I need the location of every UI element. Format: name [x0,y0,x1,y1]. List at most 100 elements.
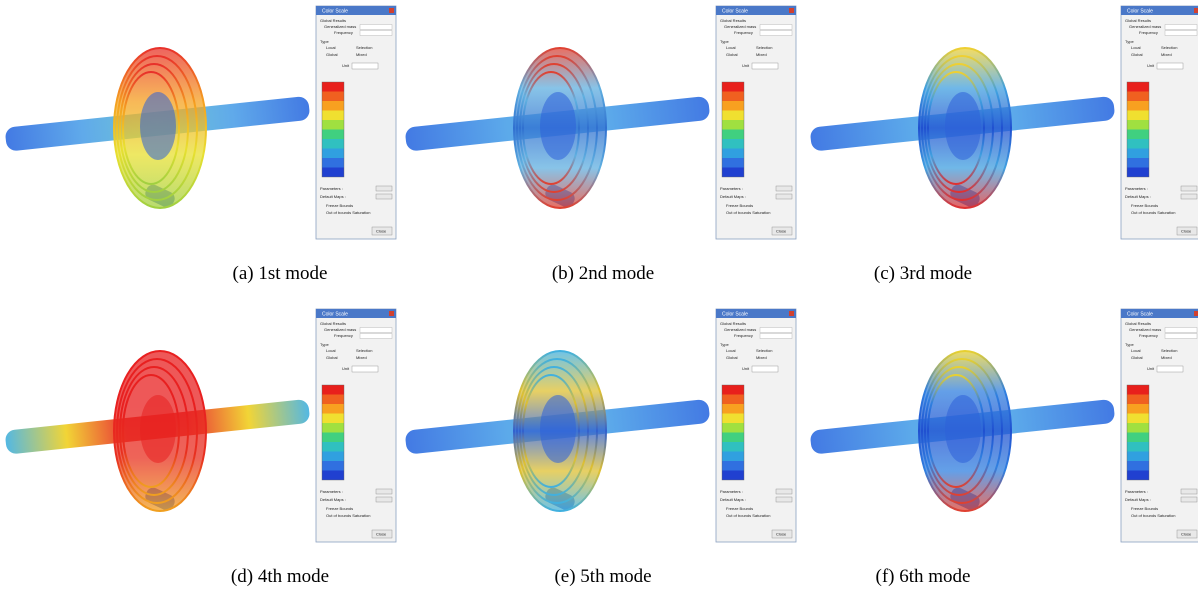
close-label: Close [1181,532,1192,537]
checkbox: Freeze Bounds [726,203,753,208]
dialog-title: Color Scale [722,9,748,15]
checkbox: Selection [756,45,772,50]
scale-band [722,168,744,178]
label: Generalized mass [324,24,356,29]
checkbox: Freeze Bounds [1131,203,1158,208]
scale-band [322,423,344,433]
scale-band [722,92,744,102]
radio: Local [726,348,736,353]
button [376,489,392,494]
caption: (a) 1st mode [233,263,328,284]
scale-band [1127,130,1149,140]
label: Parameters : [720,186,743,191]
radio: Global [326,355,338,360]
label: Unit [342,366,350,371]
scale-band [1127,385,1149,395]
label: Generalized mass [1129,24,1161,29]
close-label: Close [776,532,787,537]
scale-band [722,385,744,395]
scale-band [722,101,744,111]
dialog-close-x [789,8,794,13]
panel: Color ScaleGlobal ResultsGeneralized mas… [405,309,796,542]
label: Frequency [334,333,353,338]
label: Type [1125,342,1134,347]
scale-band [1127,111,1149,121]
caption: (d) 4th mode [231,566,329,587]
radio: Global [726,355,738,360]
disk-hub [540,92,576,160]
checkbox: Out of bounds Saturation [726,513,770,518]
scale-band [1127,82,1149,92]
scale-band [722,471,744,481]
button [1181,186,1197,191]
input [1165,31,1197,36]
dialog-close-x [389,8,394,13]
dialog-title: Color Scale [1127,312,1153,318]
scale-band [322,158,344,168]
checkbox: Mixed [356,52,367,57]
button [776,497,792,502]
render [5,351,311,513]
checkbox: Selection [1161,45,1177,50]
scale-band [722,82,744,92]
label: Unit [742,366,750,371]
label: Default Maps : [320,194,346,199]
color-scale-dialog: Color ScaleGlobal ResultsGeneralized mas… [1121,309,1198,542]
checkbox: Out of bounds Saturation [1131,513,1175,518]
checkbox: Freeze Bounds [1131,506,1158,511]
scale-band [1127,158,1149,168]
label: Frequency [334,30,353,35]
color-scale-dialog: Color ScaleGlobal ResultsGeneralized mas… [316,309,396,542]
radio: Local [726,45,736,50]
label: Default Maps : [1125,194,1151,199]
checkbox: Out of bounds Saturation [1131,210,1175,215]
label: Unit [742,63,750,68]
checkbox: Freeze Bounds [326,506,353,511]
panel: Color ScaleGlobal ResultsGeneralized mas… [5,6,396,239]
label: Parameters : [720,489,743,494]
unit-select [752,63,778,69]
label: Generalized mass [724,24,756,29]
scale-band [1127,461,1149,471]
scale-band [722,442,744,452]
scale-band [1127,423,1149,433]
caption: (f) 6th mode [876,566,971,587]
scale-band [322,120,344,130]
caption: (b) 2nd mode [552,263,654,284]
label: Global Results [320,321,346,326]
label: Global Results [320,18,346,23]
input [360,25,392,30]
scale-band [722,130,744,140]
caption: (c) 3rd mode [874,263,972,284]
scale-band [722,120,744,130]
scale-band [722,423,744,433]
scale-band [1127,168,1149,178]
label: Global Results [1125,18,1151,23]
render [405,351,711,513]
label: Frequency [1139,333,1158,338]
label: Default Maps : [320,497,346,502]
disk-hub [540,395,576,463]
scale-band [1127,414,1149,424]
scale-band [322,168,344,178]
caption: (e) 5th mode [554,566,651,587]
button [1181,497,1197,502]
label: Generalized mass [724,327,756,332]
label: Type [720,39,729,44]
label: Type [1125,39,1134,44]
scale-band [1127,442,1149,452]
checkbox: Mixed [1161,355,1172,360]
radio: Global [726,52,738,57]
label: Parameters : [1125,186,1148,191]
label: Global Results [720,18,746,23]
label: Type [320,39,329,44]
checkbox: Mixed [756,52,767,57]
radio: Global [1131,355,1143,360]
scale-band [322,385,344,395]
dialog-close-x [1194,311,1198,316]
label: Default Maps : [720,497,746,502]
